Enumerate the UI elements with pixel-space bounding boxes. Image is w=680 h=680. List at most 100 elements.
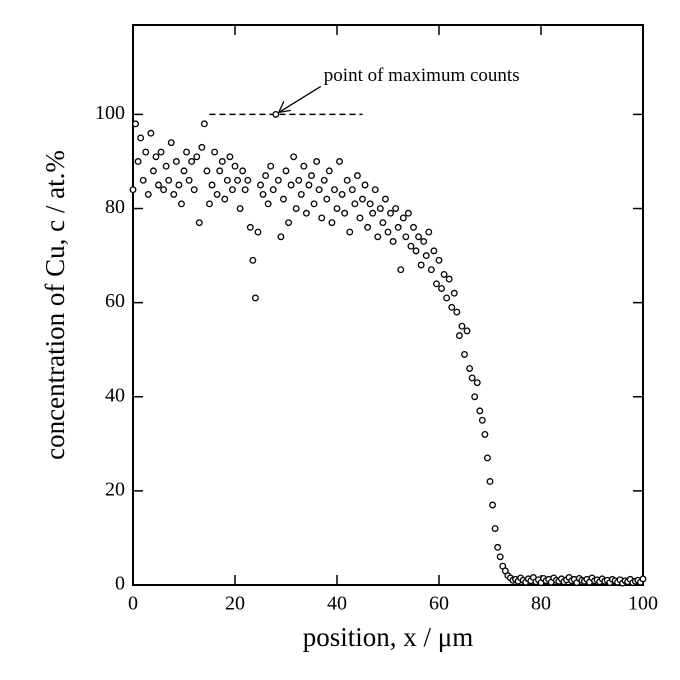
data-point <box>231 162 239 170</box>
data-point <box>292 205 300 212</box>
data-point <box>463 327 471 335</box>
data-point <box>216 167 224 175</box>
data-point <box>280 195 287 203</box>
data-point <box>361 181 369 189</box>
data-point <box>170 190 178 198</box>
data-point <box>285 219 292 227</box>
y-tick-label: 40 <box>105 384 125 406</box>
y-tick-label: 80 <box>105 196 125 218</box>
data-point <box>213 190 221 198</box>
data-point <box>433 280 440 288</box>
data-point <box>295 176 303 184</box>
data-point <box>218 158 226 165</box>
data-point <box>144 190 152 198</box>
data-point <box>417 261 425 269</box>
data-point <box>305 181 313 189</box>
data-point <box>149 167 157 175</box>
data-point <box>320 176 328 184</box>
data-point <box>348 186 356 194</box>
plot-frame <box>132 24 644 586</box>
data-point <box>290 153 298 161</box>
data-point <box>489 501 496 509</box>
data-point <box>440 270 448 278</box>
x-tick-label: 100 <box>628 593 658 615</box>
y-tick-label: 60 <box>105 290 125 312</box>
data-point <box>468 374 476 382</box>
data-point <box>343 176 351 184</box>
data-point <box>203 167 211 175</box>
data-point <box>422 252 430 260</box>
data-point <box>249 256 257 264</box>
data-point <box>241 186 249 194</box>
data-point <box>430 247 438 255</box>
x-tick-label: 60 <box>429 593 449 615</box>
data-point <box>336 158 343 165</box>
data-point <box>302 209 310 217</box>
data-point <box>473 379 481 387</box>
data-point <box>481 430 489 438</box>
data-point <box>494 543 502 551</box>
x-tick-label: 40 <box>327 593 347 615</box>
data-point <box>310 200 318 208</box>
x-tick-label: 80 <box>531 593 551 615</box>
data-point <box>152 153 160 161</box>
data-point <box>402 233 410 241</box>
data-point <box>308 172 315 180</box>
data-point <box>142 148 150 156</box>
data-point <box>195 219 203 227</box>
data-point <box>269 186 277 194</box>
data-point <box>484 454 491 462</box>
y-axis-label: concentration of Cu, c / at.% <box>40 150 70 460</box>
data-point <box>251 294 259 302</box>
data-point <box>300 162 308 170</box>
data-point <box>313 158 321 165</box>
data-point <box>438 285 445 292</box>
data-point <box>443 294 451 302</box>
data-point <box>287 181 295 189</box>
data-point <box>137 134 145 142</box>
data-point <box>272 110 280 118</box>
data-point <box>356 214 364 222</box>
data-point <box>132 120 139 128</box>
data-point <box>257 181 264 189</box>
y-tick-label: 0 <box>115 573 125 595</box>
data-point <box>369 209 377 217</box>
data-point <box>486 478 494 485</box>
data-point <box>341 209 349 217</box>
data-point <box>392 205 400 212</box>
data-point <box>455 332 463 340</box>
data-point <box>277 233 285 241</box>
data-point <box>366 200 374 208</box>
data-point <box>445 275 453 283</box>
data-point <box>639 575 647 583</box>
data-point <box>420 238 428 245</box>
data-point <box>223 176 231 184</box>
data-point <box>359 195 366 203</box>
data-point <box>328 219 336 227</box>
data-point <box>379 219 387 227</box>
data-point <box>399 214 407 222</box>
data-point <box>157 148 165 156</box>
data-point <box>351 200 359 208</box>
data-point <box>461 350 468 358</box>
data-point <box>193 153 201 161</box>
data-point <box>165 176 173 184</box>
data-point <box>262 172 270 180</box>
data-point <box>376 205 384 212</box>
data-point <box>198 143 206 151</box>
data-point <box>397 266 405 274</box>
data-point <box>458 322 466 330</box>
arrow-head <box>278 101 291 114</box>
y-tick-label: 20 <box>105 478 125 500</box>
data-point <box>297 190 305 198</box>
data-point <box>478 416 486 424</box>
data-point <box>167 139 175 147</box>
data-point <box>180 167 188 175</box>
data-point <box>389 238 397 245</box>
data-point <box>425 228 433 236</box>
data-point <box>160 186 168 194</box>
data-point <box>190 186 198 194</box>
data-point <box>371 186 379 194</box>
data-point <box>471 393 479 401</box>
data-point <box>155 181 162 189</box>
